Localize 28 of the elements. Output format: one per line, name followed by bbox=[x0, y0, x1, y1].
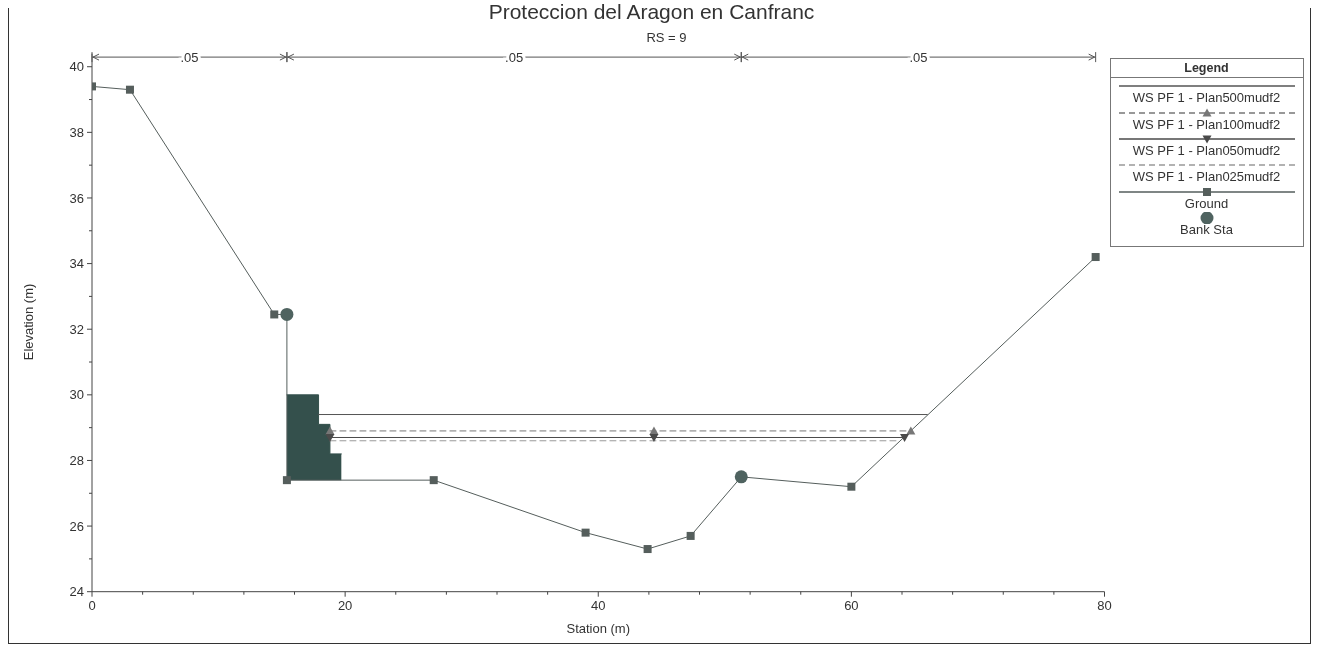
x-tick-label: 20 bbox=[337, 598, 353, 614]
y-tick-label: 24 bbox=[69, 584, 84, 600]
y-tick-label: 32 bbox=[69, 321, 84, 337]
y-tick-label: 26 bbox=[69, 518, 84, 534]
legend-label: WS PF 1 - Plan025mudf2 bbox=[1132, 169, 1281, 185]
legend-label: Ground bbox=[1184, 195, 1229, 211]
y-tick-label: 28 bbox=[69, 453, 84, 469]
y-tick-label: 40 bbox=[69, 59, 84, 75]
chart-subtitle: RS = 9 bbox=[646, 30, 687, 45]
y-axis-title: Elevation (m) bbox=[20, 283, 36, 361]
y-tick-label: 30 bbox=[69, 387, 84, 403]
x-tick-label: 80 bbox=[1097, 598, 1112, 614]
annotation: .05 bbox=[180, 49, 199, 65]
x-tick-label: 40 bbox=[591, 598, 606, 614]
legend-label: Bank Sta bbox=[1180, 222, 1233, 238]
legend-label: WS PF 1 - Plan100mudf2 bbox=[1132, 116, 1281, 132]
y-tick-label: 38 bbox=[69, 124, 84, 140]
x-tick-label: 0 bbox=[88, 598, 96, 614]
x-axis-title: Station (m) bbox=[566, 621, 631, 636]
y-tick-label: 36 bbox=[69, 190, 84, 206]
legend-title: Legend bbox=[1184, 61, 1229, 76]
y-tick-label: 34 bbox=[69, 256, 84, 272]
legend-label: WS PF 1 - Plan050mudf2 bbox=[1132, 143, 1281, 159]
legend-label: WS PF 1 - Plan500mudf2 bbox=[1132, 90, 1281, 106]
annotation: .05 bbox=[909, 49, 928, 65]
annotation: .05 bbox=[505, 49, 524, 65]
x-tick-label: 60 bbox=[844, 598, 859, 614]
chart-title: Proteccion del Aragon en Canfranc bbox=[488, 0, 815, 23]
